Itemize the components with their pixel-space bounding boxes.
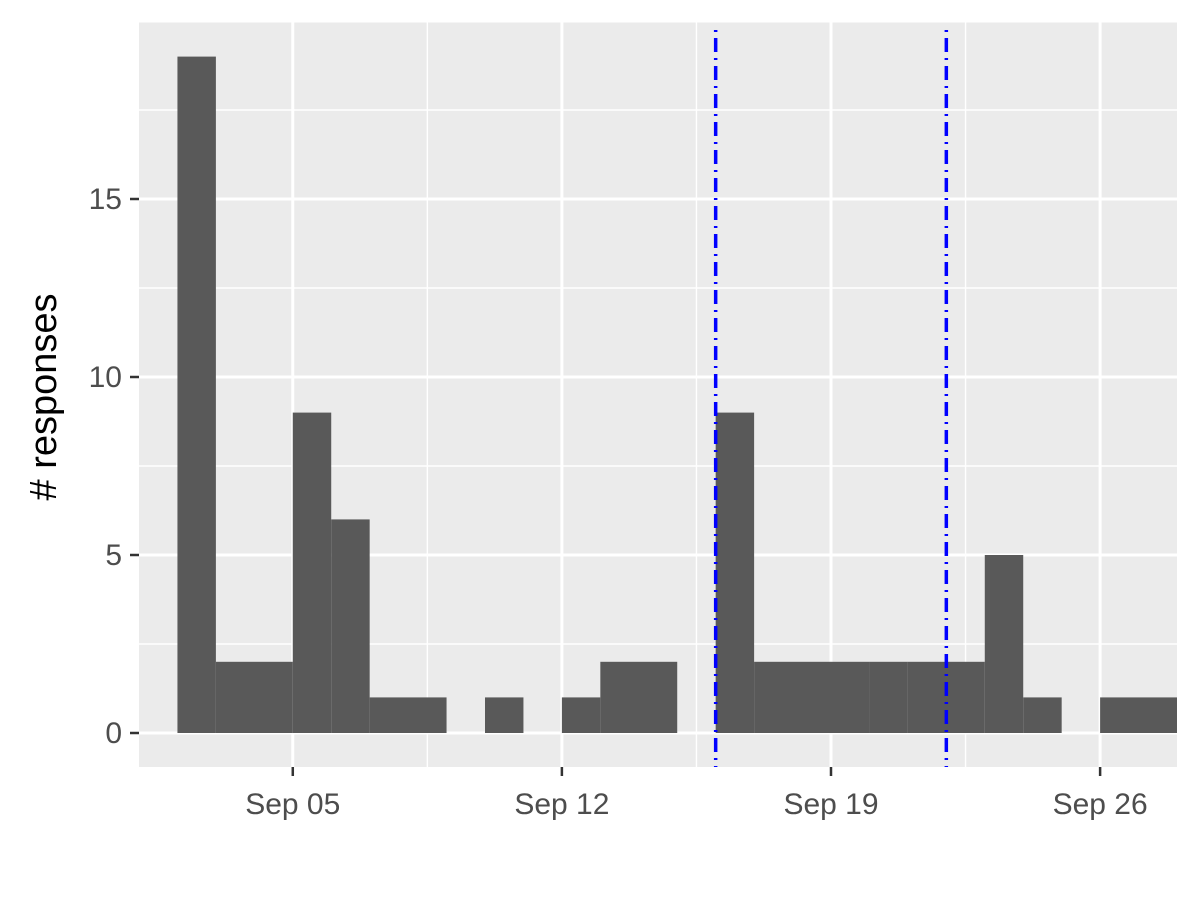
histogram-bar: [177, 56, 216, 734]
histogram-bar: [869, 661, 908, 733]
histogram-bars: [177, 56, 1177, 734]
histogram-bar: [831, 661, 870, 733]
histogram-bar: [292, 412, 332, 733]
x-tick-label: Sep 26: [1053, 788, 1148, 821]
y-tick-label: 15: [89, 183, 122, 216]
histogram-bar: [600, 661, 678, 733]
histogram-bar: [984, 555, 1024, 733]
y-axis-title: # responses: [23, 293, 65, 500]
histogram-bar: [369, 697, 447, 733]
y-tick-label: 5: [105, 539, 122, 572]
histogram-bar: [331, 519, 370, 733]
histogram-bar: [715, 412, 755, 733]
histogram-bar: [215, 661, 293, 733]
x-tick-label: Sep 19: [783, 788, 878, 821]
y-tick-label: 0: [105, 717, 122, 750]
x-axis: Sep 05 Sep 12 Sep 19 Sep 26: [245, 767, 1148, 821]
y-tick-label: 10: [89, 361, 122, 394]
histogram-bar: [485, 697, 524, 733]
histogram-bar: [754, 661, 831, 733]
histogram-bar: [1100, 697, 1177, 733]
x-tick-label: Sep 12: [514, 788, 609, 821]
x-tick-label: Sep 05: [245, 788, 340, 821]
reference-lines: [713, 30, 949, 767]
y-axis: 0 5 10 15: [89, 183, 139, 750]
histogram-bar: [1023, 697, 1062, 733]
histogram-bar: [561, 697, 601, 733]
